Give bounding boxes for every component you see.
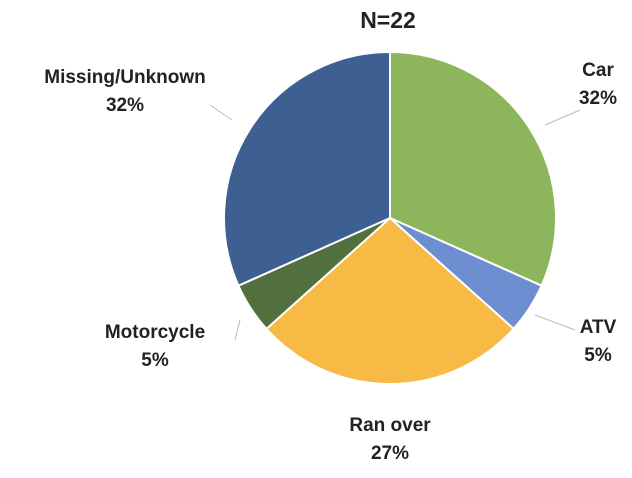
pie-slice [223, 50, 391, 287]
pie-slice [389, 50, 557, 287]
leader-line [234, 319, 241, 341]
slice-label: Motorcycle [105, 322, 205, 343]
leader-line [209, 104, 233, 121]
pie-slice [264, 216, 516, 385]
slice-label: ATV [580, 317, 617, 338]
slice-value-label: 5% [584, 345, 612, 366]
slice-label: Car [582, 60, 614, 81]
leader-line [544, 109, 581, 126]
slice-value-label: 32% [106, 95, 144, 116]
leader-line [534, 314, 576, 331]
slice-label: Ran over [349, 415, 431, 436]
slice-value-label: 32% [579, 88, 617, 109]
slice-value-label: 5% [141, 350, 169, 371]
chart-title: N=22 [360, 7, 416, 33]
slice-value-label: 27% [371, 443, 409, 464]
slice-label: Missing/Unknown [44, 67, 206, 88]
